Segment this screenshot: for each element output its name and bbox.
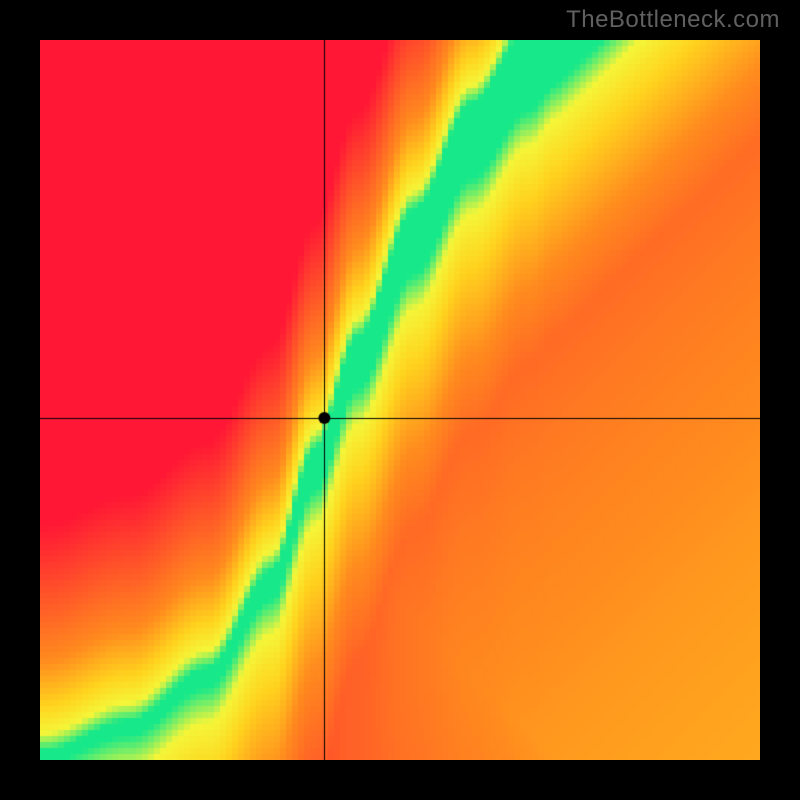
chart-container: { "watermark": { "text": "TheBottleneck.… [0,0,800,800]
watermark-text: TheBottleneck.com [566,6,780,34]
bottleneck-heatmap [40,40,760,760]
